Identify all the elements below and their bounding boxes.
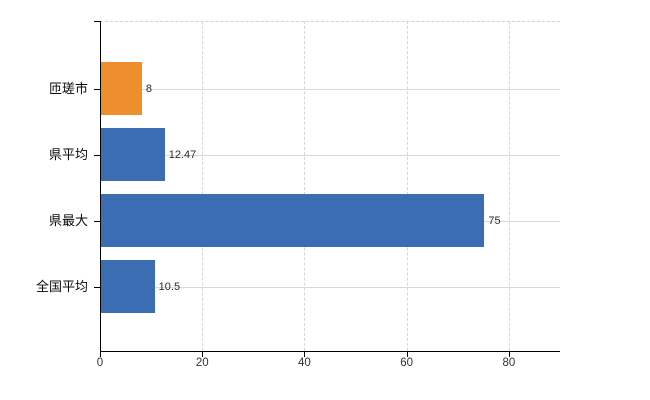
v-gridline	[508, 21, 510, 351]
x-tick	[304, 352, 306, 357]
h-gridline	[100, 154, 560, 156]
v-gridline	[202, 21, 204, 351]
plot-top-border	[100, 21, 560, 22]
bar-value-label: 8	[145, 82, 152, 95]
x-tick-label: 40	[298, 357, 311, 369]
y-tick	[94, 154, 100, 156]
h-gridline	[100, 88, 560, 90]
category-label: 県平均	[48, 146, 88, 162]
x-tick	[202, 352, 204, 357]
y-tick	[94, 286, 100, 288]
category-label: 県最大	[48, 212, 88, 228]
y-tick	[94, 220, 100, 222]
bar-value-label: 12.47	[168, 148, 197, 161]
category-label: 匝瑳市	[48, 80, 88, 96]
x-tick	[100, 352, 101, 357]
x-axis	[100, 351, 560, 352]
v-gridline	[406, 21, 408, 351]
y-axis-end-tick	[94, 21, 100, 22]
bar	[101, 194, 485, 247]
h-gridline	[100, 286, 560, 288]
y-axis	[100, 21, 101, 351]
y-tick	[94, 88, 100, 90]
x-tick-label: 20	[195, 357, 209, 369]
x-tick-label: 60	[400, 357, 414, 369]
bar-value-label: 10.5	[158, 280, 181, 293]
category-label: 全国平均	[35, 278, 88, 294]
bar	[101, 128, 165, 181]
x-tick-label: 0	[96, 357, 104, 369]
x-tick	[508, 352, 510, 357]
bar	[101, 260, 155, 313]
bar	[101, 62, 142, 115]
x-tick	[406, 352, 408, 357]
v-gridline	[304, 21, 306, 351]
bar-value-label: 75	[488, 214, 501, 227]
x-tick-label: 80	[502, 357, 516, 369]
